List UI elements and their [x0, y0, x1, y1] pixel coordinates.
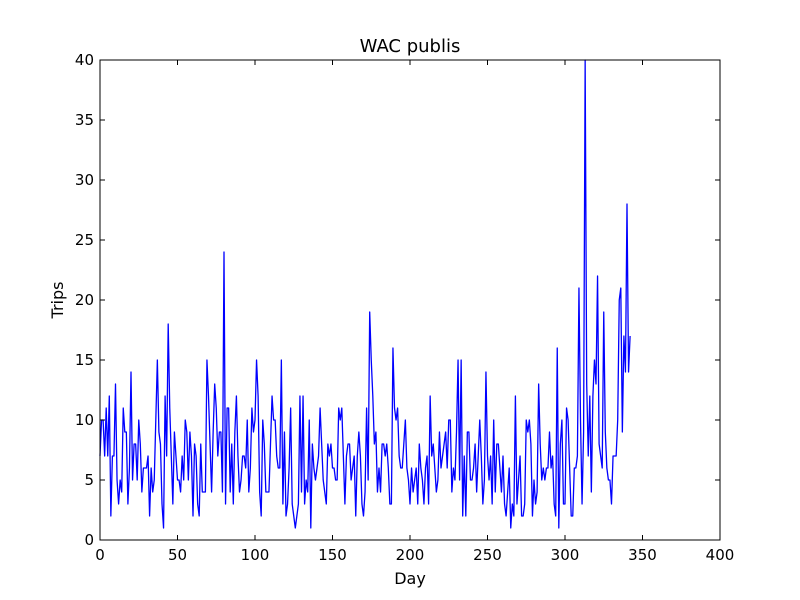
- y-tick-label: 30: [75, 171, 94, 189]
- x-tick-label: 0: [95, 546, 105, 564]
- y-axis-ticks: 0 5 10 15 20 25 30 35 40: [75, 51, 720, 549]
- y-tick-label: 35: [75, 111, 94, 129]
- y-tick-label: 40: [75, 51, 94, 69]
- y-tick-label: 0: [84, 531, 94, 549]
- y-tick-label: 25: [75, 231, 94, 249]
- x-tick-label: 400: [706, 546, 735, 564]
- series-layer: [99, 59, 631, 529]
- y-tick-label: 5: [84, 471, 94, 489]
- x-axis-label: Day: [394, 569, 426, 588]
- x-tick-label: 300: [551, 546, 580, 564]
- series-line-0: [99, 59, 631, 529]
- y-tick-label: 20: [75, 291, 94, 309]
- x-tick-label: 350: [628, 546, 657, 564]
- y-axis-label: Trips: [48, 282, 67, 320]
- x-tick-label: 250: [473, 546, 502, 564]
- x-tick-label: 50: [168, 546, 187, 564]
- x-tick-label: 200: [396, 546, 425, 564]
- y-tick-label: 10: [75, 411, 94, 429]
- x-tick-label: 100: [241, 546, 270, 564]
- x-tick-label: 150: [318, 546, 347, 564]
- y-tick-label: 15: [75, 351, 94, 369]
- chart-title: WAC publis: [360, 36, 461, 57]
- x-axis-ticks: 0 50 100 150 200 250 300 350 400: [95, 60, 734, 564]
